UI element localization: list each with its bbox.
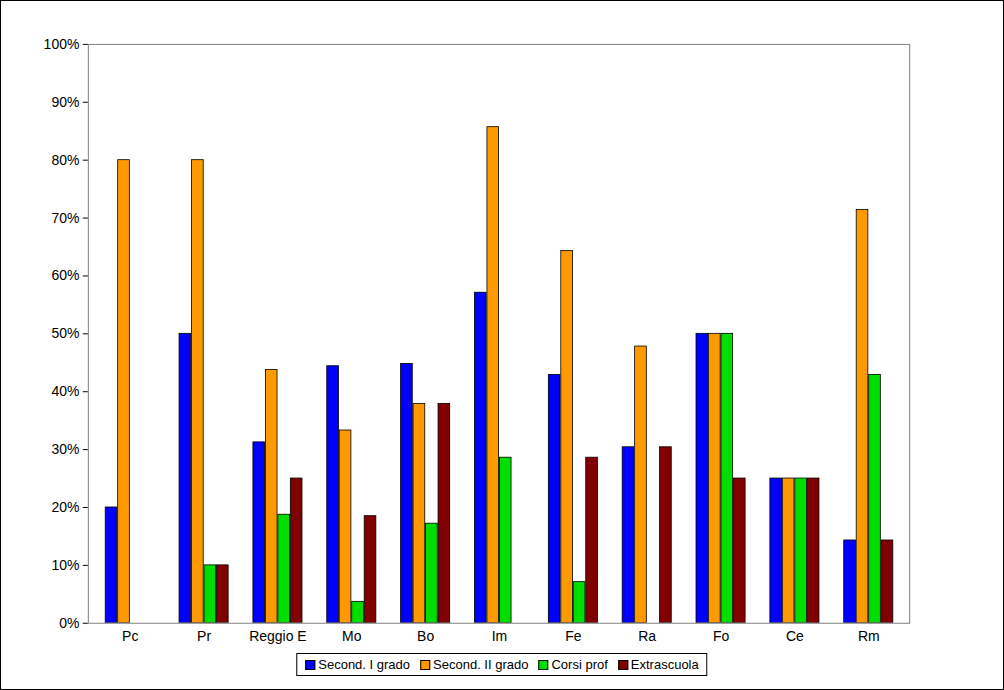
svg-text:50%: 50%	[51, 325, 79, 341]
svg-text:Im: Im	[492, 628, 508, 644]
html-text:Corsi prof: Corsi prof	[551, 657, 608, 672]
svg-text:90%: 90%	[51, 94, 79, 110]
svg-text:20%: 20%	[51, 499, 79, 515]
svg-text:40%: 40%	[51, 383, 79, 399]
svg-text:30%: 30%	[51, 441, 79, 457]
svg-text:Pc: Pc	[122, 628, 138, 644]
svg-text:Fo: Fo	[713, 628, 730, 644]
svg-text:80%: 80%	[51, 152, 79, 168]
svg-text:Rm: Rm	[858, 628, 880, 644]
html-text:Second. II grado: Second. II grado	[433, 657, 529, 672]
svg-text:Mo: Mo	[342, 628, 362, 644]
html-text:Second. I grado: Second. I grado	[318, 657, 411, 672]
svg-text:70%: 70%	[51, 210, 79, 226]
svg-text:0%: 0%	[59, 615, 79, 631]
svg-text:Ce: Ce	[786, 628, 804, 644]
svg-text:Fe: Fe	[565, 628, 582, 644]
svg-text:60%: 60%	[51, 267, 79, 283]
svg-text:10%: 10%	[51, 557, 79, 573]
svg-text:100%: 100%	[44, 36, 80, 52]
svg-text:Bo: Bo	[417, 628, 434, 644]
svg-text:Ra: Ra	[638, 628, 656, 644]
svg-text:Pr: Pr	[197, 628, 211, 644]
html-text:Extrascuola: Extrascuola	[630, 657, 699, 672]
svg-text:Reggio E: Reggio E	[249, 628, 306, 644]
